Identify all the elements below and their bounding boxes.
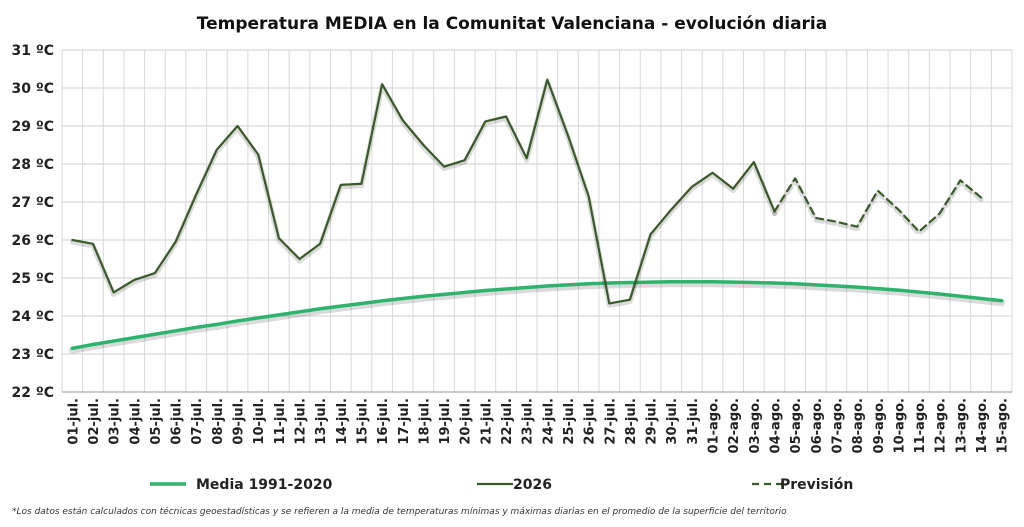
y-tick-label: 28 ºC xyxy=(11,157,54,173)
x-tick-label: 08-jul. xyxy=(211,398,226,445)
x-tick-label: 15-jul. xyxy=(355,398,370,445)
x-tick-label: 30-jul. xyxy=(665,398,680,445)
series-0-shadow xyxy=(68,280,1006,354)
x-tick-label: 24-jul. xyxy=(541,398,556,445)
x-tick-label: 25-jul. xyxy=(562,398,577,445)
x-tick-label: 14-jul. xyxy=(335,398,350,445)
x-tick-label: 07-ago. xyxy=(830,398,845,453)
x-tick-label: 17-jul. xyxy=(397,398,412,445)
y-tick-label: 25 ºC xyxy=(11,271,54,287)
x-tick-label: 09-jul. xyxy=(232,398,247,445)
x-tick-label: 22-jul. xyxy=(500,398,515,445)
y-tick-label: 30 ºC xyxy=(11,81,54,97)
x-tick-label: 01-ago. xyxy=(707,398,722,453)
x-tick-label: 01-jul. xyxy=(66,398,81,445)
series-1-shadow xyxy=(69,79,777,308)
x-tick-label: 05-jul. xyxy=(149,398,164,445)
x-tick-label: 16-jul. xyxy=(376,398,391,445)
x-tick-label: 11-jul. xyxy=(273,398,288,445)
x-tick-label: 03-ago. xyxy=(748,398,763,453)
x-tick-label: 19-jul. xyxy=(438,398,453,445)
x-tick-label: 06-ago. xyxy=(810,398,825,453)
x-tick-label: 26-jul. xyxy=(583,398,598,445)
series-0-line xyxy=(70,280,1004,351)
x-tick-label: 21-jul. xyxy=(479,398,494,445)
x-tick-label: 13-ago. xyxy=(954,398,969,453)
legend-label: Previsión xyxy=(780,477,853,493)
y-tick-label: 23 ºC xyxy=(11,347,54,363)
x-tick-label: 07-jul. xyxy=(190,398,205,445)
footnote: *Los datos están calculados con técnicas… xyxy=(12,506,787,517)
x-tick-label: 03-jul. xyxy=(108,398,123,445)
series-1-line xyxy=(71,78,776,305)
x-tick-label: 10-ago. xyxy=(892,398,907,453)
x-tick-label: 12-ago. xyxy=(934,398,949,453)
y-tick-label: 22 ºC xyxy=(11,385,54,401)
y-axis: 22 ºC 23 ºC 24 ºC 25 ºC 26 ºC 27 ºC 28 ºC 29 ºC… xyxy=(11,43,54,401)
x-tick-label: 05-ago. xyxy=(789,398,804,453)
x-tick-label: 27-jul. xyxy=(603,398,618,445)
x-tick-label: 02-jul. xyxy=(87,398,102,445)
series-lines xyxy=(68,78,1006,354)
x-tick-label: 14-ago. xyxy=(975,398,990,453)
x-tick-label: 02-ago. xyxy=(727,398,742,453)
series-2-line xyxy=(773,177,983,233)
x-tick-label: 13-jul. xyxy=(314,398,329,445)
x-tick-label: 11-ago. xyxy=(913,398,928,453)
y-tick-label: 29 ºC xyxy=(11,119,54,135)
x-tick-label: 10-jul. xyxy=(252,398,267,445)
legend-label: Media 1991-2020 xyxy=(196,477,333,493)
x-tick-label: 31-jul. xyxy=(686,398,701,445)
x-tick-label: 23-jul. xyxy=(521,398,536,445)
x-tick-label: 29-jul. xyxy=(645,398,660,445)
x-tick-label: 18-jul. xyxy=(417,398,432,445)
x-tick-label: 06-jul. xyxy=(170,398,185,445)
x-tick-label: 09-ago. xyxy=(872,398,887,453)
y-tick-label: 24 ºC xyxy=(11,309,54,325)
x-tick-label: 28-jul. xyxy=(624,398,639,445)
x-tick-label: 12-jul. xyxy=(294,398,309,445)
y-tick-label: 27 ºC xyxy=(11,195,54,211)
legend-label: 2026 xyxy=(513,477,552,493)
x-tick-label: 20-jul. xyxy=(459,398,474,445)
x-tick-label: 04-ago. xyxy=(769,398,784,453)
y-tick-label: 26 ºC xyxy=(11,233,54,249)
y-tick-label: 31 ºC xyxy=(11,43,54,59)
legend: Media 1991-2020 2026 Previsión xyxy=(150,477,853,493)
x-axis: 01-jul. 02-jul. 03-jul. 04-jul. 05-jul. 06-ju… xyxy=(66,398,1010,453)
x-tick-label: 15-ago. xyxy=(996,398,1011,453)
chart-title: Temperatura MEDIA en la Comunitat Valenc… xyxy=(197,14,827,34)
x-tick-label: 08-ago. xyxy=(851,398,866,453)
x-tick-label: 04-jul. xyxy=(128,398,143,445)
grid xyxy=(61,49,1013,393)
